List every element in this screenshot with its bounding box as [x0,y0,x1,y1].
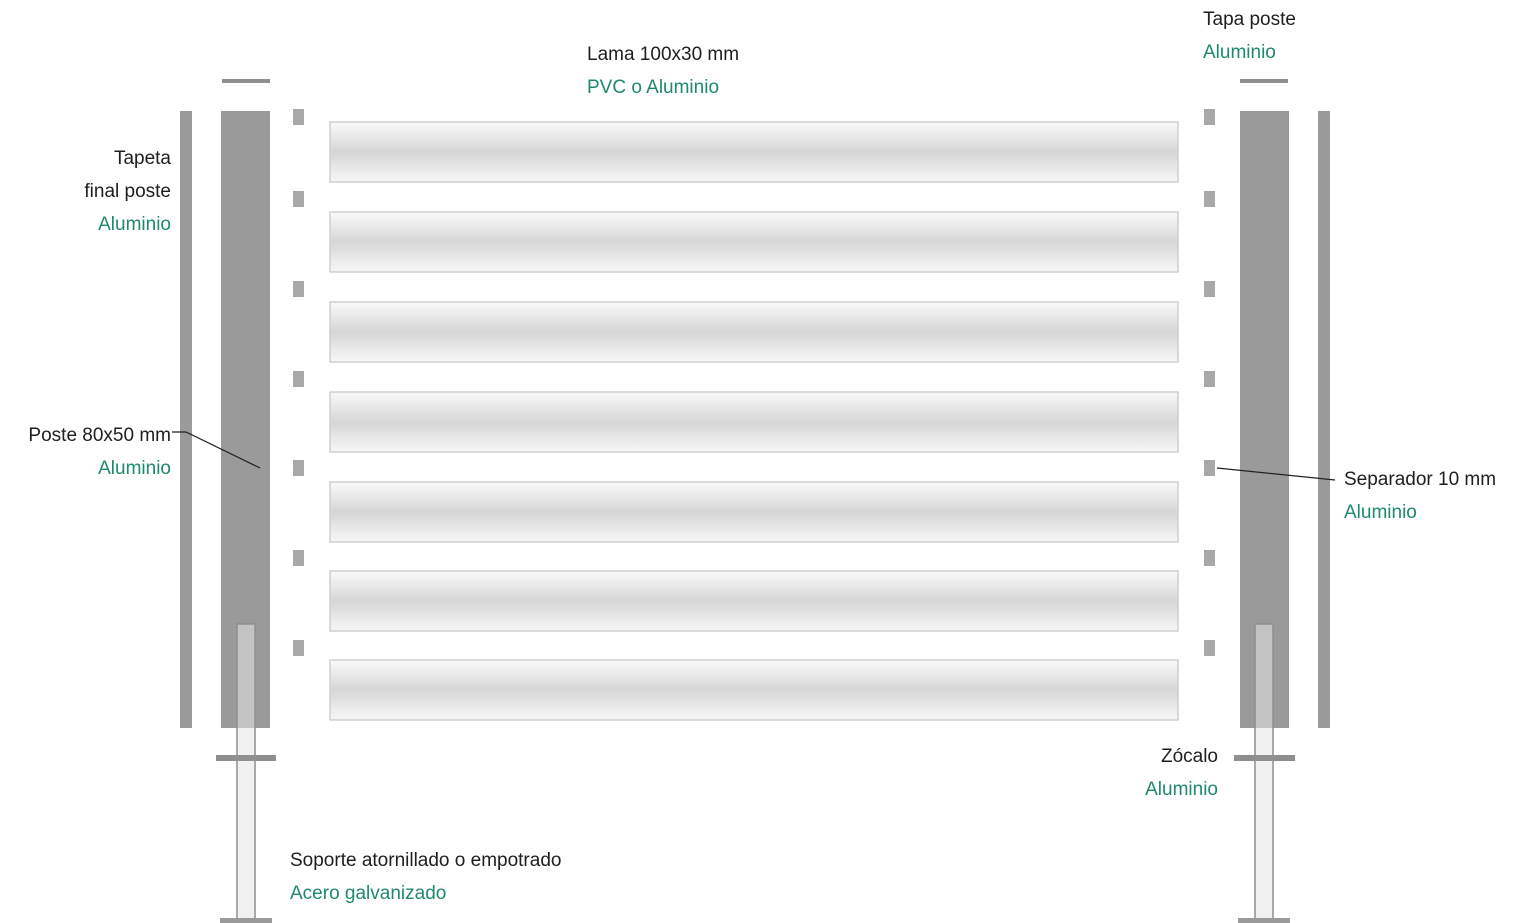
left-foot-plate [220,918,272,923]
soporte-title: Soporte atornillado o empotrado [290,850,562,871]
slat [329,301,1179,363]
lama-material: PVC o Aluminio [587,77,720,98]
right-spacer [1204,281,1215,297]
tapeta-label: Tapeta final poste Aluminio [40,142,171,241]
right-spacer [1204,640,1215,656]
left-spacer [293,460,304,476]
left-spacer [293,109,304,125]
right-spacer [1204,460,1215,476]
separador-label: Separador 10 mm Aluminio [1344,463,1496,529]
slat [329,481,1179,543]
left-spacer [293,640,304,656]
left-end-cap-strip [180,111,192,728]
right-post-cap [1240,79,1288,83]
separador-leader-line [1216,467,1336,481]
right-plinth [1234,755,1295,761]
tapa-poste-material: Aluminio [1203,42,1276,63]
left-post-cap [222,79,270,83]
slat [329,570,1179,632]
tapeta-title-line1: Tapeta [113,148,171,169]
slat [329,391,1179,453]
left-plinth [216,755,276,761]
right-support [1254,623,1274,923]
slat [329,121,1179,183]
zocalo-material: Aluminio [1145,779,1218,800]
tapa-poste-label: Tapa poste Aluminio [1203,3,1296,69]
tapeta-title-line2: final poste [84,181,171,202]
lama-title: Lama 100x30 mm [587,44,740,65]
zocalo-title: Zócalo [1160,746,1218,767]
left-support [236,623,256,923]
right-foot-plate [1238,918,1290,923]
left-spacer [293,550,304,566]
zocalo-label: Zócalo Aluminio [1100,740,1218,806]
poste-label: Poste 80x50 mm Aluminio [0,419,171,485]
right-end-cap-strip [1318,111,1330,728]
right-spacer [1204,109,1215,125]
tapeta-material: Aluminio [98,214,171,235]
right-spacer [1204,191,1215,207]
lama-label: Lama 100x30 mm PVC o Aluminio [587,38,739,104]
poste-title: Poste 80x50 mm [28,425,171,446]
slat [329,659,1179,721]
soporte-label: Soporte atornillado o empotrado Acero ga… [290,844,561,910]
poste-material: Aluminio [98,458,171,479]
right-spacer [1204,550,1215,566]
separador-title: Separador 10 mm [1344,469,1497,490]
separador-material: Aluminio [1344,502,1417,523]
slat [329,211,1179,273]
left-spacer [293,371,304,387]
soporte-material: Acero galvanizado [290,883,447,904]
tapa-poste-title: Tapa poste [1203,9,1296,30]
right-spacer [1204,371,1215,387]
left-spacer [293,191,304,207]
poste-leader-line [172,431,261,469]
left-spacer [293,281,304,297]
